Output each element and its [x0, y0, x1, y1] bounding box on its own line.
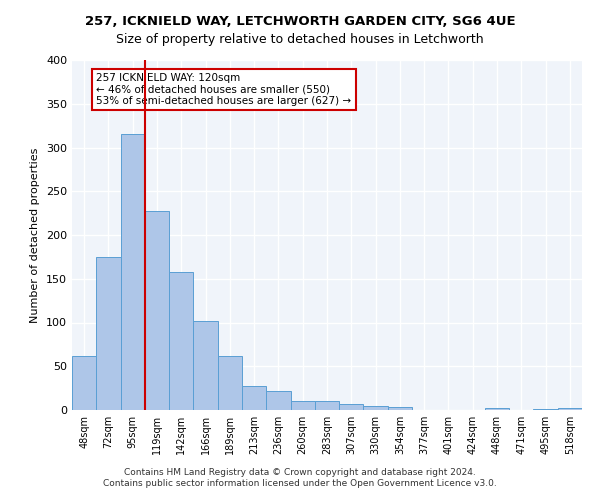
Bar — [266, 391, 290, 410]
Bar — [72, 356, 96, 410]
Bar — [290, 401, 315, 410]
Text: Contains HM Land Registry data © Crown copyright and database right 2024.
Contai: Contains HM Land Registry data © Crown c… — [103, 468, 497, 487]
Bar — [558, 408, 582, 410]
Bar — [364, 406, 388, 410]
Text: 257 ICKNIELD WAY: 120sqm
← 46% of detached houses are smaller (550)
53% of semi-: 257 ICKNIELD WAY: 120sqm ← 46% of detach… — [96, 73, 352, 106]
Text: 257, ICKNIELD WAY, LETCHWORTH GARDEN CITY, SG6 4UE: 257, ICKNIELD WAY, LETCHWORTH GARDEN CIT… — [85, 15, 515, 28]
Bar — [169, 272, 193, 410]
Bar — [218, 356, 242, 410]
Bar — [533, 409, 558, 410]
Bar — [145, 210, 169, 410]
Bar — [242, 386, 266, 410]
Bar — [193, 321, 218, 410]
Bar — [485, 408, 509, 410]
Bar — [388, 406, 412, 410]
Y-axis label: Number of detached properties: Number of detached properties — [31, 148, 40, 322]
Bar — [339, 404, 364, 410]
Bar — [96, 257, 121, 410]
Bar — [315, 401, 339, 410]
Bar — [121, 134, 145, 410]
Text: Size of property relative to detached houses in Letchworth: Size of property relative to detached ho… — [116, 32, 484, 46]
